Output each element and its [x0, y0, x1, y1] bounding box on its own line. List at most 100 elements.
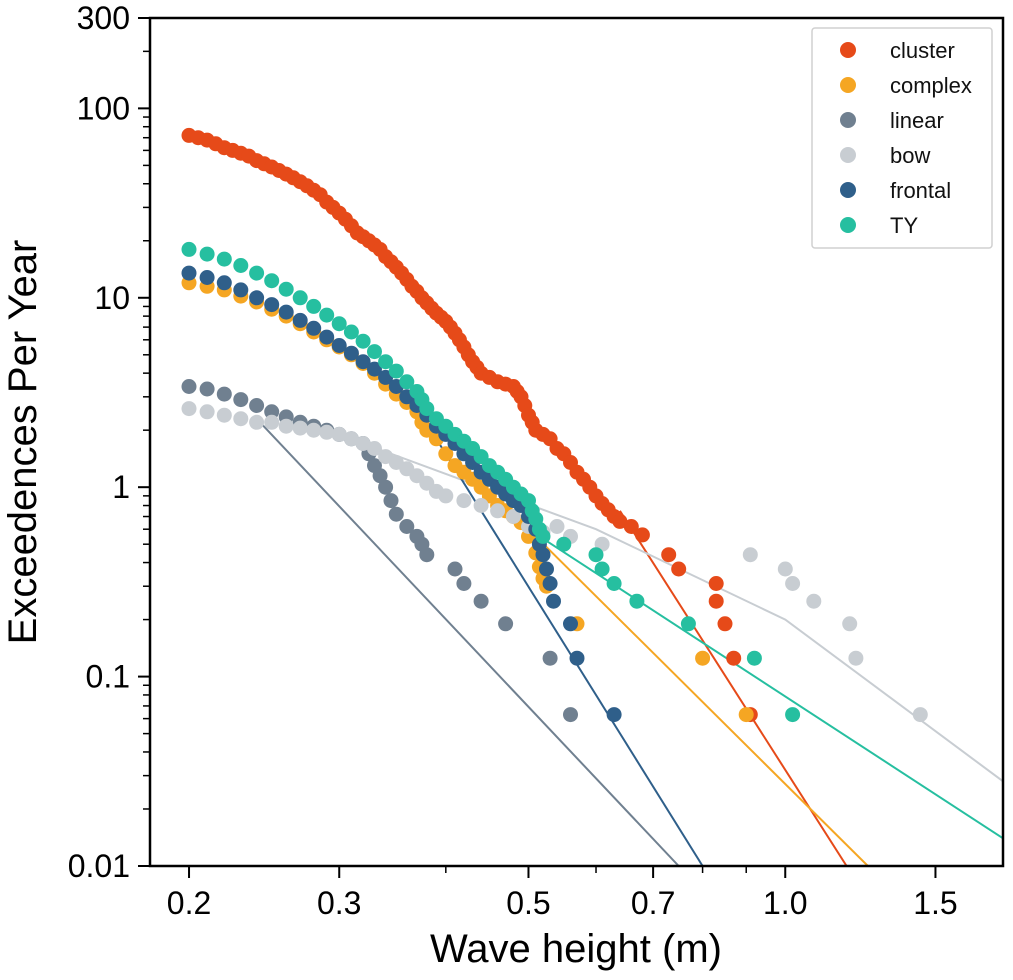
legend-marker-frontal	[840, 182, 856, 198]
data-point-bow	[355, 436, 371, 451]
data-point-TY	[367, 344, 382, 360]
data-point-TY	[278, 281, 294, 297]
legend-label-linear: linear	[890, 108, 944, 133]
data-point-bow	[199, 404, 215, 420]
data-point-TY	[388, 363, 404, 379]
y-axis-title: Exceedences Per Year	[1, 240, 45, 645]
data-point-linear	[542, 650, 558, 666]
data-point-bow	[181, 401, 197, 417]
data-point-frontal	[569, 650, 585, 666]
y-tick-label: 10	[94, 280, 130, 316]
y-tick-label: 100	[77, 90, 130, 126]
data-point-complex	[438, 446, 454, 462]
data-point-TY	[319, 307, 335, 323]
data-point-bow	[490, 503, 506, 519]
data-point-bow	[806, 593, 822, 609]
data-point-bow	[367, 441, 382, 456]
legend-box	[811, 27, 993, 249]
data-point-TY	[378, 354, 394, 370]
data-point-TY	[343, 324, 359, 340]
data-point-TY	[399, 374, 415, 390]
data-point-TY	[233, 258, 249, 273]
data-point-TY	[199, 246, 215, 262]
data-point-frontal	[535, 547, 551, 563]
data-point-bow	[292, 420, 308, 436]
data-point-linear	[378, 479, 394, 495]
legend-label-TY: TY	[890, 213, 918, 238]
data-points	[181, 127, 928, 723]
data-point-frontal	[306, 320, 322, 336]
data-point-TY	[419, 401, 435, 417]
legend-marker-cluster	[840, 42, 856, 58]
legend-marker-bow	[840, 147, 856, 163]
y-tick-label: 0.1	[86, 659, 130, 695]
data-point-TY	[785, 707, 801, 723]
series-frontal	[181, 265, 622, 723]
data-point-bow	[233, 411, 249, 427]
data-point-frontal	[542, 576, 558, 591]
data-point-cluster	[717, 616, 733, 632]
data-point-bow	[343, 431, 359, 447]
data-point-frontal	[606, 707, 622, 723]
data-point-linear	[264, 404, 280, 420]
fit-line-cluster	[619, 510, 848, 866]
data-point-linear	[498, 616, 514, 632]
y-tick-label: 1	[112, 469, 130, 505]
plot-frame	[148, 16, 1005, 868]
data-point-TY	[680, 616, 696, 632]
data-point-bow	[264, 414, 280, 430]
data-point-bow	[319, 424, 335, 440]
data-point-TY	[606, 576, 622, 591]
data-point-frontal	[233, 282, 249, 298]
data-point-TY	[594, 561, 610, 577]
data-point-frontal	[181, 265, 197, 281]
x-tick-label: 0.3	[317, 885, 361, 921]
series-cluster	[181, 127, 758, 723]
data-point-bow	[777, 561, 793, 577]
data-point-TY	[355, 333, 371, 349]
data-point-frontal	[331, 338, 347, 353]
data-point-TY	[629, 593, 645, 609]
data-point-bow	[742, 547, 758, 563]
data-point-linear	[181, 379, 197, 394]
data-point-frontal	[343, 345, 359, 361]
data-point-linear	[473, 593, 489, 609]
data-point-TY	[535, 528, 551, 544]
data-point-complex	[738, 707, 754, 723]
data-point-frontal	[249, 290, 265, 306]
legend-label-bow: bow	[890, 143, 930, 168]
data-point-linear	[456, 576, 472, 591]
data-point-linear	[199, 381, 215, 397]
data-point-frontal	[539, 561, 554, 577]
data-point-frontal	[264, 297, 280, 313]
data-point-frontal	[199, 270, 215, 285]
data-point-cluster	[708, 593, 724, 609]
data-point-bow	[785, 576, 801, 591]
data-point-TY	[216, 251, 232, 267]
data-point-frontal	[292, 312, 308, 328]
data-point-frontal	[278, 304, 294, 320]
fit-line-complex	[527, 528, 869, 866]
data-point-cluster	[634, 527, 650, 543]
data-point-frontal	[319, 329, 335, 345]
data-point-TY	[331, 316, 347, 332]
data-point-bow	[505, 509, 521, 524]
data-point-frontal	[563, 616, 578, 632]
data-point-linear	[419, 547, 435, 563]
data-point-bow	[306, 422, 322, 438]
data-point-TY	[588, 547, 604, 563]
y-tick-label: 0.01	[68, 848, 130, 884]
series-TY	[181, 241, 801, 723]
data-point-frontal	[546, 593, 561, 609]
data-point-bow	[216, 407, 232, 423]
data-point-frontal	[355, 354, 371, 370]
data-point-bow	[456, 493, 472, 509]
data-point-TY	[746, 650, 762, 666]
data-point-bow	[278, 418, 294, 434]
data-point-linear	[383, 493, 399, 509]
legend-label-frontal: frontal	[890, 178, 951, 203]
x-tick-label: 0.2	[167, 885, 211, 921]
legend-marker-TY	[840, 217, 856, 233]
data-point-cluster	[612, 513, 628, 529]
